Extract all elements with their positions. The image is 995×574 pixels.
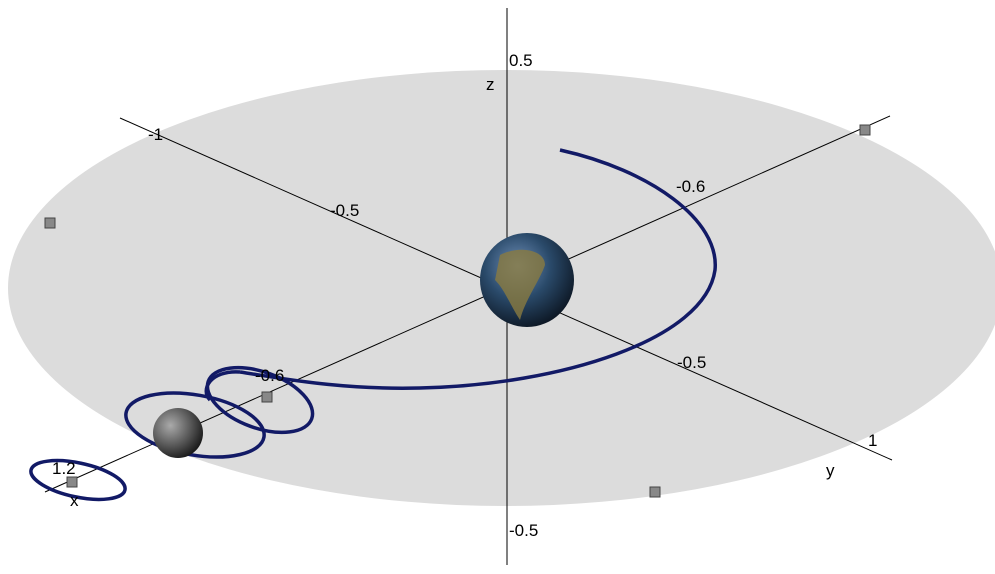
- markers: [44, 124, 871, 498]
- cube: [66, 476, 78, 488]
- tick-label: -0.5: [509, 521, 538, 540]
- axis-label: y: [826, 461, 835, 480]
- moon: [153, 408, 203, 458]
- tick-label: -0.6: [255, 366, 284, 385]
- tick-label: 0.5: [509, 51, 533, 70]
- cube: [649, 486, 661, 498]
- cube: [44, 217, 56, 229]
- axis-label: z: [486, 75, 495, 94]
- tick-label: 1: [868, 431, 877, 450]
- tick-label: -0.5: [677, 353, 706, 372]
- tick-label: -0.6: [676, 177, 705, 196]
- tick-label: 1.2: [52, 459, 76, 478]
- axis-label: x: [70, 491, 79, 510]
- orbit: [29, 148, 717, 502]
- tick-label: -0.5: [330, 201, 359, 220]
- continent: [495, 249, 545, 320]
- cube: [261, 391, 273, 403]
- tick-label: -1: [148, 125, 163, 144]
- cube: [859, 124, 871, 136]
